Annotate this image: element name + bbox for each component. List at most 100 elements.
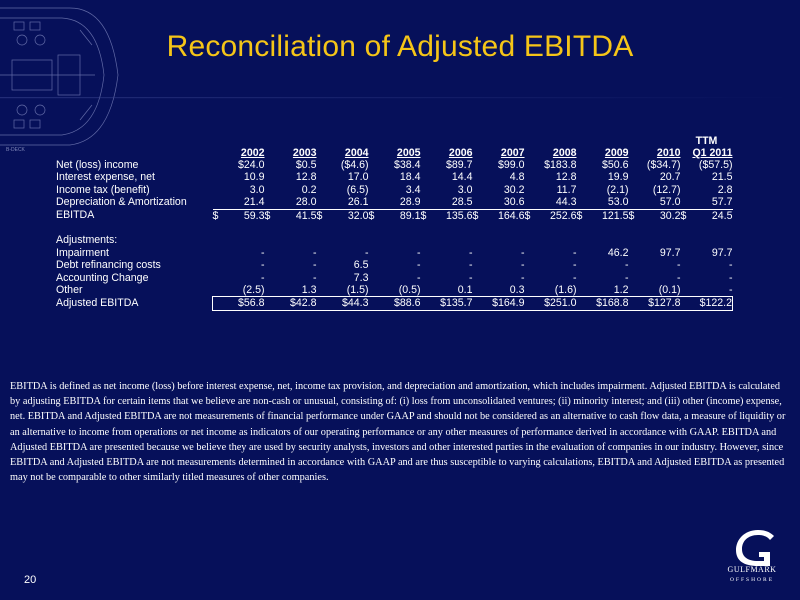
year-header: Q1 2011 <box>692 147 733 159</box>
table-cell: 28.0 <box>274 196 317 210</box>
table-cell: 1.3 <box>301 284 317 297</box>
table-cell: $88.6 <box>378 296 421 311</box>
currency-symbol: $ <box>628 209 635 222</box>
table-cell: 0.3 <box>509 284 525 297</box>
year-header: 2007 <box>500 147 525 159</box>
table-cell: $164.9 <box>482 296 525 311</box>
currency-symbol: $ <box>212 209 219 222</box>
table-row: Other (2.5) 1.3 (1.5) (0.5) 0.1 0.3 (1.6… <box>56 284 733 297</box>
ebitda-definition-note: EBITDA is defined as net income (loss) b… <box>10 381 786 484</box>
table-cell: - <box>468 271 473 284</box>
year-header-row: 2002 2003 2004 2005 2006 2007 2008 2009 … <box>56 147 733 159</box>
table-cell: 6.5 <box>353 259 369 272</box>
year-header: 2006 <box>448 147 473 159</box>
table-cell: 21.5 <box>711 171 733 184</box>
table-cell: $38.4 <box>393 159 421 171</box>
table-cell: - <box>468 259 473 272</box>
currency-symbol: $ <box>472 209 479 222</box>
table-cell: 12.8 <box>555 171 577 184</box>
page-title: Reconciliation of Adjusted EBITDA <box>166 30 634 63</box>
table-cell: (12.7) <box>652 183 681 196</box>
table-cell: - <box>520 246 525 259</box>
currency-symbol: $ <box>576 209 583 222</box>
table-cell: 3.0 <box>249 183 265 196</box>
row-label: Other <box>56 284 83 297</box>
gulfmark-logo-icon: G <box>736 530 774 566</box>
table-cell: - <box>572 271 577 284</box>
row-label: EBITDA <box>56 209 95 222</box>
adjustments-header-row: Adjustments: <box>56 234 733 246</box>
table-cell: - <box>416 246 421 259</box>
logo-subtitle: OFFSHORE <box>729 577 775 583</box>
table-cell: (0.5) <box>398 284 421 297</box>
table-cell: - <box>260 271 265 284</box>
table-cell: $183.8 <box>544 159 577 171</box>
year-header: 2003 <box>292 147 317 159</box>
table-cell: $56.8 <box>223 296 265 311</box>
page-number: 20 <box>24 574 37 586</box>
table-cell: 18.4 <box>399 171 421 184</box>
currency-symbol: $ <box>316 209 323 222</box>
table-cell: 97.7 <box>659 246 681 259</box>
table-cell: - <box>676 259 681 272</box>
table-cell: 59.3 <box>243 209 265 222</box>
table-cell: (1.5) <box>346 284 369 297</box>
table-cell: 14.4 <box>451 171 473 184</box>
table-cell: ($4.6) <box>340 159 369 171</box>
table-cell: - <box>624 259 629 272</box>
table-cell: $122.2 <box>690 296 733 311</box>
ebitda-reconciliation-table: TTM 2002 2003 2004 2005 2006 2007 2008 2… <box>56 135 733 311</box>
row-label: Depreciation & Amortization <box>56 196 187 209</box>
row-label: Debt refinancing costs <box>56 259 161 272</box>
currency-symbol: $ <box>264 209 271 222</box>
table-cell: - <box>728 259 733 272</box>
table-cell: 121.5 <box>601 209 629 222</box>
table-row: Depreciation & Amortization 21.4 28.0 26… <box>56 196 733 210</box>
table-cell: 0.1 <box>457 284 473 297</box>
table-cell: - <box>572 259 577 272</box>
currency-symbol: $ <box>368 209 375 222</box>
table-cell: 28.5 <box>430 196 473 210</box>
table-cell: $127.8 <box>638 296 681 311</box>
table-cell: 97.7 <box>711 246 733 259</box>
table-cell: 164.6 <box>497 209 525 222</box>
table-cell: $99.0 <box>497 159 525 171</box>
table-cell: 21.4 <box>223 196 265 210</box>
year-header: 2002 <box>240 147 265 159</box>
table-cell: 3.0 <box>457 183 473 196</box>
table-cell: $0.5 <box>295 159 317 171</box>
ebitda-row: EBITDA $59.3 $41.5 $32.0 $89.1 $135.6 $1… <box>56 209 733 222</box>
row-label: Impairment <box>56 246 109 259</box>
currency-symbol: $ <box>524 209 531 222</box>
currency-symbol: $ <box>680 209 687 222</box>
table-cell: - <box>364 246 369 259</box>
table-cell: $44.3 <box>326 296 369 311</box>
table-cell: ($57.5) <box>698 159 733 171</box>
table-cell: 4.8 <box>509 171 525 184</box>
table-cell: 57.0 <box>638 196 681 210</box>
table-cell: (0.1) <box>658 284 681 297</box>
table-cell: $42.8 <box>274 296 317 311</box>
table-row: Income tax (benefit) 3.0 0.2 (6.5) 3.4 3… <box>56 184 733 196</box>
table-cell: $50.6 <box>601 159 629 171</box>
year-header: 2005 <box>396 147 421 159</box>
table-cell: 10.9 <box>243 171 265 184</box>
adjusted-ebitda-row: Adjusted EBITDA $56.8 $42.8 $44.3 $88.6 … <box>56 296 733 311</box>
table-cell: 30.2 <box>503 183 525 196</box>
table-cell: 28.9 <box>378 196 421 210</box>
deck-label: B-DECK <box>6 147 25 153</box>
table-cell: - <box>416 259 421 272</box>
table-cell: - <box>676 271 681 284</box>
table-cell: 19.9 <box>607 171 629 184</box>
table-cell: $89.7 <box>445 159 473 171</box>
table-cell: 252.6 <box>549 209 577 222</box>
logo-letter: G <box>758 562 759 564</box>
table-cell: - <box>468 246 473 259</box>
table-cell: 30.2 <box>659 209 681 222</box>
table-cell: 24.5 <box>711 209 733 222</box>
table-cell: (6.5) <box>346 183 369 196</box>
adjustments-label: Adjustments: <box>56 234 118 247</box>
table-cell: 32.0 <box>347 209 369 222</box>
row-label: Net (loss) income <box>56 159 139 171</box>
